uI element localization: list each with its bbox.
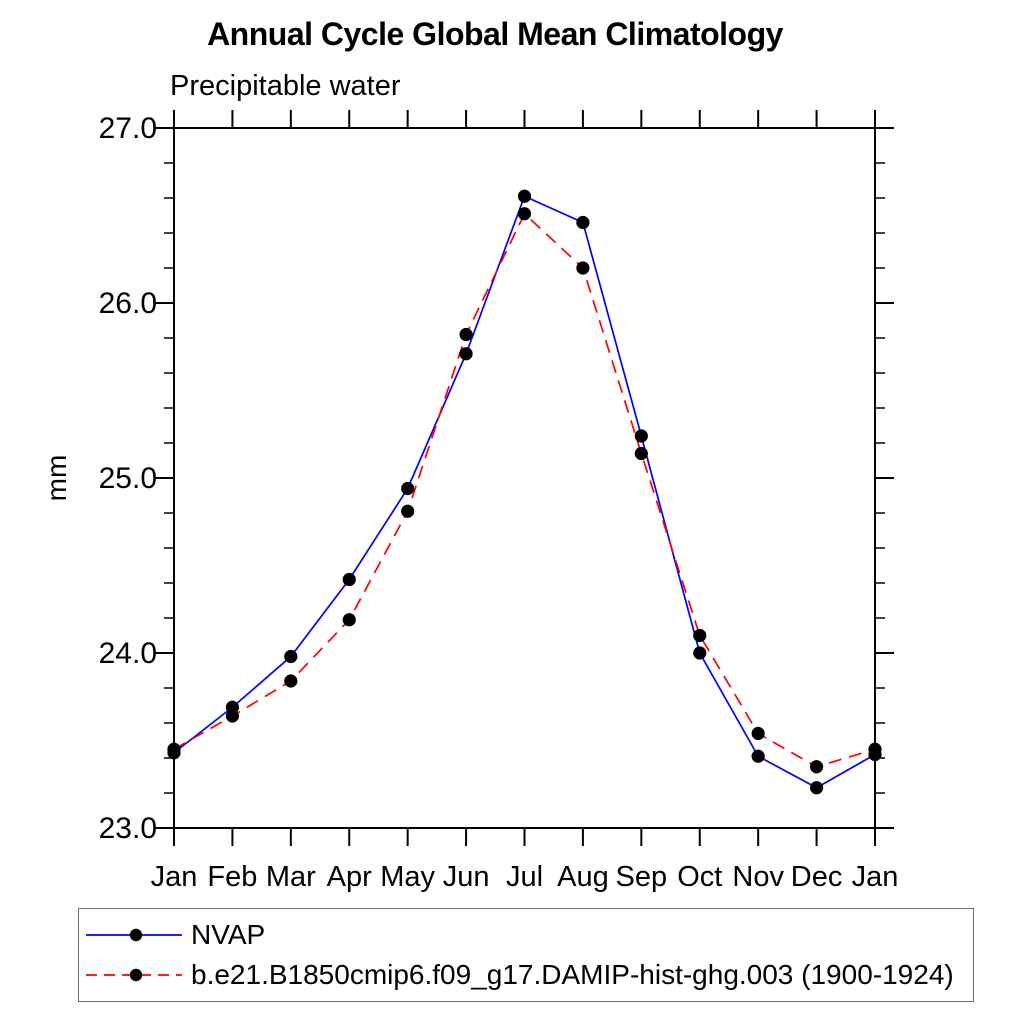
- y-axis-tick-label: 24.0: [99, 637, 157, 670]
- data-point-marker-nvap: [401, 481, 415, 496]
- legend-item-nvap: NVAP: [84, 918, 973, 952]
- x-axis-month-label: Aug: [557, 861, 609, 893]
- data-point-marker-nvap: [693, 646, 707, 660]
- chart-subtitle-left: Precipitable water: [170, 70, 401, 102]
- x-axis-month-label: Sep: [616, 861, 668, 893]
- series-line-nvap: [173, 195, 876, 789]
- x-axis-month-label: Jan: [852, 861, 899, 893]
- data-point-marker-model: [225, 709, 240, 723]
- x-axis-month-label: Jan: [151, 861, 198, 893]
- legend-sample-marker-icon: [129, 968, 143, 982]
- y-axis-tick-label: 25.0: [99, 462, 157, 495]
- legend-line-sample-solid: [86, 928, 182, 942]
- legend-label-nvap: NVAP: [191, 919, 266, 950]
- x-axis-month-label: Feb: [207, 861, 257, 893]
- legend-sample-marker-icon: [129, 928, 143, 942]
- legend-label-model: b.e21.B1850cmip6.f09_g17.DAMIP-hist-ghg.…: [191, 959, 954, 990]
- data-point-marker-model: [401, 504, 415, 518]
- data-point-marker-nvap: [459, 347, 473, 361]
- legend-box: NVAP b.e21.B1850cmip6.f09_g17.DAMIP-hist…: [78, 908, 974, 1002]
- x-axis-month-label: Jul: [506, 861, 543, 893]
- x-axis-month-label: Oct: [677, 861, 722, 893]
- data-point-marker-nvap: [634, 429, 648, 443]
- data-point-marker-model: [342, 613, 356, 627]
- data-point-marker-model: [751, 726, 765, 741]
- x-axis-month-label: Apr: [327, 861, 372, 893]
- legend-line-sample-dashed: [86, 968, 182, 982]
- data-point-marker-model: [634, 446, 648, 461]
- data-point-marker-nvap: [751, 749, 765, 763]
- legend-item-model: b.e21.B1850cmip6.f09_g17.DAMIP-hist-ghg.…: [84, 958, 973, 992]
- y-axis-tick-label: 23.0: [99, 812, 157, 845]
- data-point-marker-model: [284, 674, 298, 688]
- x-axis-month-label: Jun: [443, 861, 490, 893]
- x-axis-month-label: May: [380, 861, 435, 893]
- x-axis-month-label: Nov: [732, 861, 784, 893]
- data-point-marker-model: [576, 261, 590, 275]
- x-axis-month-label: Mar: [266, 861, 316, 893]
- data-point-marker-model: [868, 742, 882, 756]
- chart-title: Annual Cycle Global Mean Climatology: [207, 16, 783, 52]
- data-point-marker-model: [459, 327, 473, 342]
- data-point-marker-nvap: [809, 781, 824, 795]
- data-point-marker-model: [693, 628, 707, 643]
- axis-frame: [173, 127, 876, 829]
- data-point-marker-model: [517, 207, 532, 221]
- y-axis-tick-label: 27.0: [99, 112, 157, 145]
- data-point-marker-model: [809, 760, 824, 774]
- y-axis-tick-label: 26.0: [99, 287, 157, 320]
- series-line-model: [173, 212, 876, 768]
- data-point-marker-nvap: [284, 649, 298, 664]
- data-point-marker-nvap: [576, 215, 590, 230]
- x-axis-month-label: Dec: [791, 861, 843, 893]
- data-point-marker-model: [167, 742, 181, 756]
- data-point-marker-nvap: [517, 189, 532, 203]
- data-point-marker-nvap: [342, 572, 356, 587]
